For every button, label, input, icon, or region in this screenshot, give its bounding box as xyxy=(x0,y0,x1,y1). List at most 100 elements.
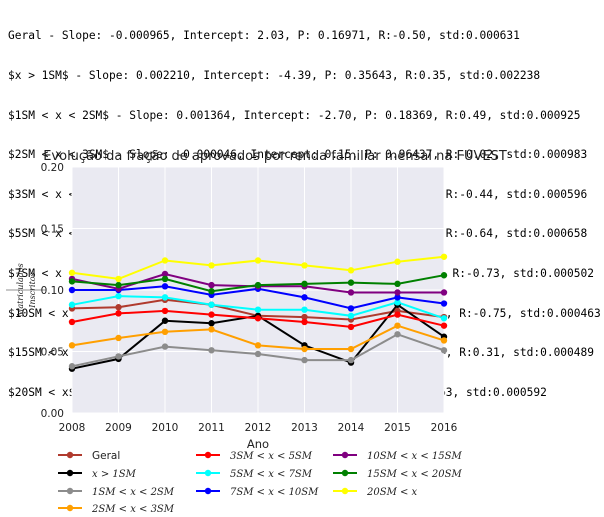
y-axis-label-numerator: Matriculados xyxy=(16,263,25,318)
x-tick-label: 2015 xyxy=(384,422,411,434)
data-point xyxy=(161,307,169,315)
data-point xyxy=(301,294,308,301)
data-point xyxy=(161,328,169,336)
data-point xyxy=(161,294,169,301)
data-point xyxy=(115,292,122,300)
legend-swatch-marker xyxy=(341,469,349,477)
stat-line: Geral - Slope: -0.000965, Intercept: 2.0… xyxy=(8,29,520,43)
data-point xyxy=(394,280,401,288)
legend-swatch-marker xyxy=(66,504,74,512)
data-point xyxy=(208,288,215,295)
data-point xyxy=(68,269,76,276)
data-point xyxy=(394,322,401,329)
x-tick-label: 2008 xyxy=(59,422,86,434)
data-point xyxy=(254,257,262,264)
data-point xyxy=(347,279,355,286)
chart-title: Evolução da fração de aprovados por rend… xyxy=(43,149,507,164)
data-point xyxy=(440,272,448,279)
data-point xyxy=(347,305,355,312)
legend-swatch-marker xyxy=(66,469,74,477)
data-point xyxy=(440,289,448,296)
legend-entry-label: 1SM < x < 2SM xyxy=(92,487,175,498)
legend-entry-label: Geral xyxy=(92,450,120,462)
x-tick-label: 2010 xyxy=(152,422,179,434)
data-point xyxy=(115,281,122,289)
legend-entry-label: 20SM < x xyxy=(366,487,418,498)
legend-entry-label: 5SM < x < 7SM xyxy=(230,469,313,480)
data-point xyxy=(161,343,169,350)
x-tick-label: 2016 xyxy=(431,422,458,434)
stat-line: $x > 1SM$ - Slope: 0.002210, Intercept: … xyxy=(8,69,541,83)
data-point xyxy=(254,315,262,322)
data-point xyxy=(301,345,308,353)
legend-entry-label: 10SM < x < 15SM xyxy=(367,451,463,462)
data-point xyxy=(347,267,355,274)
data-point xyxy=(68,301,76,308)
y-tick-label: 0.05 xyxy=(41,347,64,359)
legend-swatch-marker xyxy=(341,487,349,495)
legend-swatch-marker xyxy=(66,487,74,495)
legend-entry-label: x > 1SM xyxy=(92,469,137,480)
data-point xyxy=(68,363,76,370)
data-point xyxy=(254,342,262,349)
data-point xyxy=(208,347,215,354)
data-point xyxy=(161,257,169,264)
legend: Geral x > 1SM 1SM < x < 2SM 2SM < x < 3SM 3S… xyxy=(58,450,463,515)
y-tick-label: 0.15 xyxy=(41,224,64,236)
data-point xyxy=(347,345,355,353)
stat-line: $1SM < x < 2SM$ - Slope: 0.001364, Inter… xyxy=(8,108,581,122)
data-point xyxy=(115,353,122,360)
data-point xyxy=(68,278,76,285)
legend-entry-label: 15SM < x < 20SM xyxy=(367,469,463,480)
x-tick-label: 2009 xyxy=(105,422,132,434)
data-point xyxy=(440,315,448,322)
data-point xyxy=(301,306,308,313)
data-point xyxy=(254,306,262,313)
legend-entry-label: 7SM < x < 10SM xyxy=(230,487,319,498)
data-point xyxy=(161,270,169,278)
data-point xyxy=(68,286,76,294)
data-point xyxy=(301,356,308,364)
data-point xyxy=(208,311,215,318)
data-point xyxy=(161,275,169,283)
axis-ticks: 2008 2009 2010 2011 2012 2013 2014 2015 2016 0.00… xyxy=(41,162,458,434)
legend-entry-label: 2SM < x < 3SM xyxy=(91,504,175,515)
data-point xyxy=(440,322,448,329)
data-point xyxy=(440,347,448,354)
data-point xyxy=(68,342,76,349)
legend-swatch-marker xyxy=(66,451,74,459)
data-point xyxy=(161,283,169,290)
data-point xyxy=(394,311,401,318)
y-tick-label: 0.20 xyxy=(41,162,64,174)
data-point xyxy=(208,262,215,269)
x-tick-label: 2013 xyxy=(291,422,318,434)
data-point xyxy=(115,275,122,283)
data-point xyxy=(301,262,308,269)
legend-swatch-marker xyxy=(341,451,349,459)
data-point xyxy=(347,289,355,296)
legend-entry-label: 3SM < x < 5SM xyxy=(230,451,313,462)
y-axis-label-denominator: Inscritos xyxy=(28,272,37,308)
data-point xyxy=(301,318,308,326)
x-tick-label: 2012 xyxy=(245,422,272,434)
legend-swatch-marker xyxy=(204,451,212,459)
data-point xyxy=(394,294,401,301)
data-point xyxy=(394,299,401,306)
data-point xyxy=(161,317,169,324)
data-point xyxy=(301,280,308,288)
data-point xyxy=(208,281,215,289)
data-point xyxy=(347,356,355,364)
data-point xyxy=(208,326,215,333)
series-points xyxy=(68,253,448,372)
legend-swatch-marker xyxy=(204,487,212,495)
x-axis-label: Ano xyxy=(247,437,269,451)
data-point xyxy=(115,334,122,342)
data-point xyxy=(394,331,401,338)
y-tick-label: 0.00 xyxy=(41,408,64,420)
x-tick-label: 2014 xyxy=(338,422,365,434)
data-point xyxy=(68,318,76,326)
data-point xyxy=(347,312,355,320)
data-point xyxy=(208,320,215,327)
data-point xyxy=(301,313,308,321)
